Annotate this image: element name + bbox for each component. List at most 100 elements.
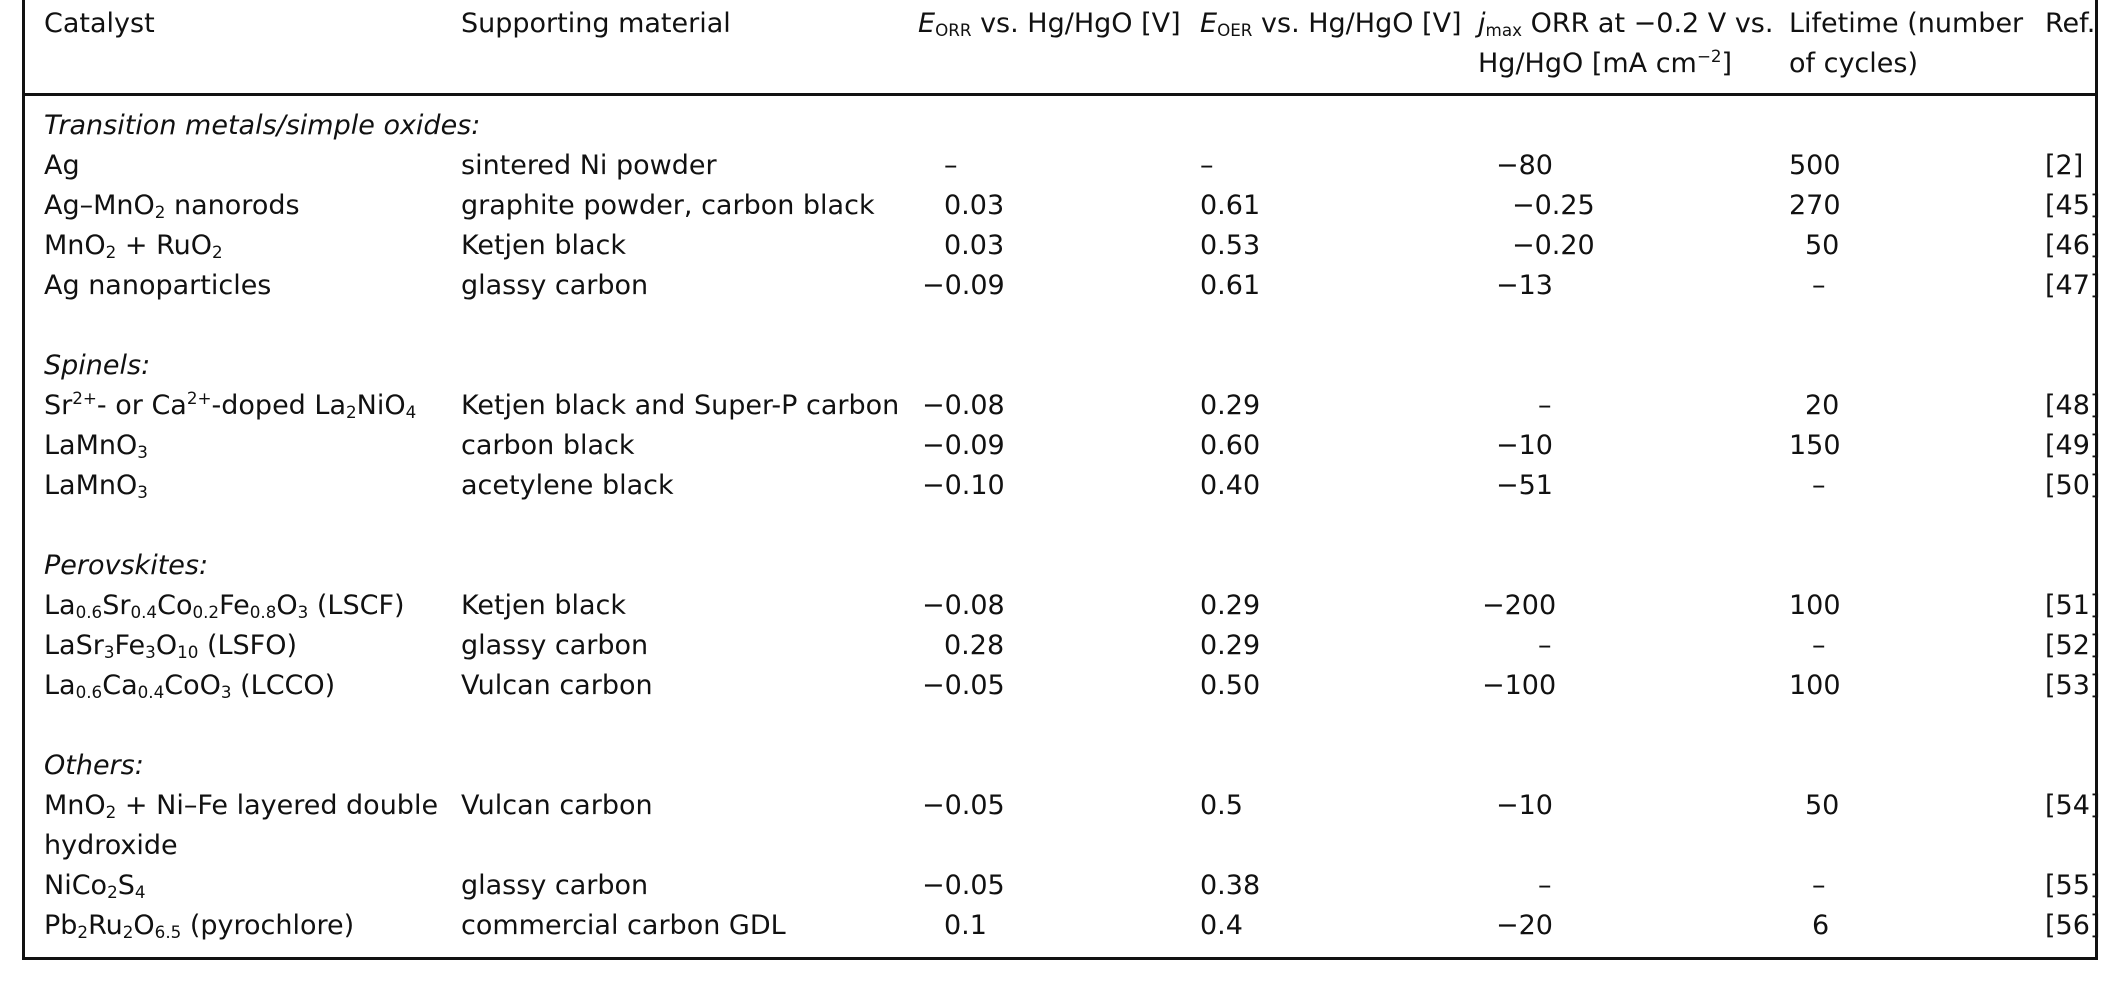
header-lifetime-line1: Lifetime (number <box>1789 8 2024 39</box>
eorr-cell: −0.09 <box>922 430 1005 461</box>
eoer-cell: 0.4 <box>1200 910 1243 941</box>
support-cell: glassy carbon <box>461 630 649 661</box>
support-cell: carbon black <box>461 430 635 461</box>
support-cell: commercial carbon GDL <box>461 910 786 941</box>
jmax-cell: −100 <box>1482 670 1557 701</box>
catalyst-cell: Ag nanoparticles <box>44 270 272 301</box>
catalyst-cell: NiCo2S4 <box>44 870 146 903</box>
header-eoer: EOER vs. Hg/HgO [V] <box>1200 8 1462 41</box>
ref-cell: [53] <box>2045 670 2101 701</box>
section-others: Others: <box>44 750 144 781</box>
lifetime-cell: – <box>1812 470 1826 501</box>
ref-cell: [51] <box>2045 590 2101 621</box>
jmax-cell: −0.20 <box>1512 230 1595 261</box>
eoer-cell: 0.5 <box>1200 790 1243 821</box>
header-ref: Ref. <box>2045 8 2096 39</box>
catalyst-cell: LaMnO3 <box>44 470 148 503</box>
support-cell: Ketjen black and Super-P carbon <box>461 390 900 421</box>
section-transition-metals: Transition metals/simple oxides: <box>44 110 481 141</box>
catalyst-cell-line2: hydroxide <box>44 830 178 861</box>
jmax-cell: – <box>1538 630 1552 661</box>
ref-cell: [49] <box>2045 430 2101 461</box>
lifetime-cell: – <box>1812 270 1826 301</box>
ref-cell: [46] <box>2045 230 2101 261</box>
jmax-cell: −10 <box>1496 430 1553 461</box>
eorr-cell: −0.05 <box>922 870 1005 901</box>
ref-cell: [56] <box>2045 910 2101 941</box>
catalyst-cell: LaSr3Fe3O10 (LSFO) <box>44 630 297 663</box>
header-support: Supporting material <box>461 8 731 39</box>
eoer-cell: 0.38 <box>1200 870 1261 901</box>
eorr-cell: 0.03 <box>944 230 1005 261</box>
support-cell: glassy carbon <box>461 270 649 301</box>
lifetime-cell: 500 <box>1789 150 1841 181</box>
catalyst-cell: Ag <box>44 150 80 181</box>
ref-cell: [54] <box>2045 790 2101 821</box>
ref-cell: [48] <box>2045 390 2101 421</box>
support-cell: Ketjen black <box>461 590 627 621</box>
eorr-cell: 0.1 <box>944 910 987 941</box>
header-jmax-line2: Hg/HgO [mA cm−2] <box>1478 45 1733 79</box>
ref-cell: [50] <box>2045 470 2101 501</box>
eorr-cell: −0.08 <box>922 390 1005 421</box>
header-lifetime-line2: of cycles) <box>1789 48 1918 79</box>
eorr-cell: −0.10 <box>922 470 1005 501</box>
jmax-cell: – <box>1538 870 1552 901</box>
lifetime-cell: 100 <box>1789 590 1841 621</box>
section-spinels: Spinels: <box>44 350 151 381</box>
eorr-cell: – <box>944 150 958 181</box>
header-catalyst: Catalyst <box>44 8 155 39</box>
eoer-cell: 0.29 <box>1200 390 1261 421</box>
support-cell: sintered Ni powder <box>461 150 717 181</box>
lifetime-cell: 50 <box>1805 790 1840 821</box>
eoer-cell: 0.50 <box>1200 670 1261 701</box>
catalyst-cell: MnO2 + Ni–Fe layered double <box>44 790 439 823</box>
eoer-cell: 0.53 <box>1200 230 1261 261</box>
table-frame <box>22 0 2098 960</box>
eoer-cell: 0.60 <box>1200 430 1261 461</box>
support-cell: acetylene black <box>461 470 674 501</box>
catalyst-cell: Sr2+- or Ca2+-doped La2NiO4 <box>44 387 417 423</box>
lifetime-cell: – <box>1812 870 1826 901</box>
lifetime-cell: 270 <box>1789 190 1841 221</box>
eoer-cell: 0.29 <box>1200 590 1261 621</box>
jmax-cell: −51 <box>1496 470 1553 501</box>
jmax-cell: −10 <box>1496 790 1553 821</box>
eoer-cell: 0.61 <box>1200 190 1261 221</box>
header-divider <box>22 93 2098 96</box>
lifetime-cell: 20 <box>1805 390 1840 421</box>
ref-cell: [47] <box>2045 270 2101 301</box>
eorr-cell: −0.05 <box>922 790 1005 821</box>
support-cell: graphite powder, carbon black <box>461 190 875 221</box>
eoer-cell: 0.40 <box>1200 470 1261 501</box>
eorr-cell: 0.03 <box>944 190 1005 221</box>
jmax-cell: −80 <box>1496 150 1553 181</box>
header-jmax-line1: jmax ORR at −0.2 V vs. <box>1478 8 1774 41</box>
catalyst-cell: LaMnO3 <box>44 430 148 463</box>
ref-cell: [2] <box>2045 150 2084 181</box>
support-cell: Ketjen black <box>461 230 627 261</box>
support-cell: glassy carbon <box>461 870 649 901</box>
eoer-cell: 0.61 <box>1200 270 1261 301</box>
support-cell: Vulcan carbon <box>461 790 653 821</box>
lifetime-cell: 6 <box>1812 910 1830 941</box>
catalyst-cell: Pb2Ru2O6.5 (pyrochlore) <box>44 910 355 943</box>
catalyst-cell: La0.6Sr0.4Co0.2Fe0.8O3 (LSCF) <box>44 590 405 623</box>
ref-cell: [55] <box>2045 870 2101 901</box>
jmax-cell: – <box>1538 390 1552 421</box>
lifetime-cell: – <box>1812 630 1826 661</box>
ref-cell: [52] <box>2045 630 2101 661</box>
jmax-cell: −200 <box>1482 590 1557 621</box>
lifetime-cell: 150 <box>1789 430 1841 461</box>
eoer-cell: – <box>1200 150 1214 181</box>
lifetime-cell: 50 <box>1805 230 1840 261</box>
jmax-cell: −13 <box>1496 270 1553 301</box>
jmax-cell: −0.25 <box>1512 190 1595 221</box>
lifetime-cell: 100 <box>1789 670 1841 701</box>
support-cell: Vulcan carbon <box>461 670 653 701</box>
jmax-cell: −20 <box>1496 910 1553 941</box>
eorr-cell: −0.08 <box>922 590 1005 621</box>
section-perovskites: Perovskites: <box>44 550 209 581</box>
eorr-cell: 0.28 <box>944 630 1005 661</box>
eorr-cell: −0.05 <box>922 670 1005 701</box>
